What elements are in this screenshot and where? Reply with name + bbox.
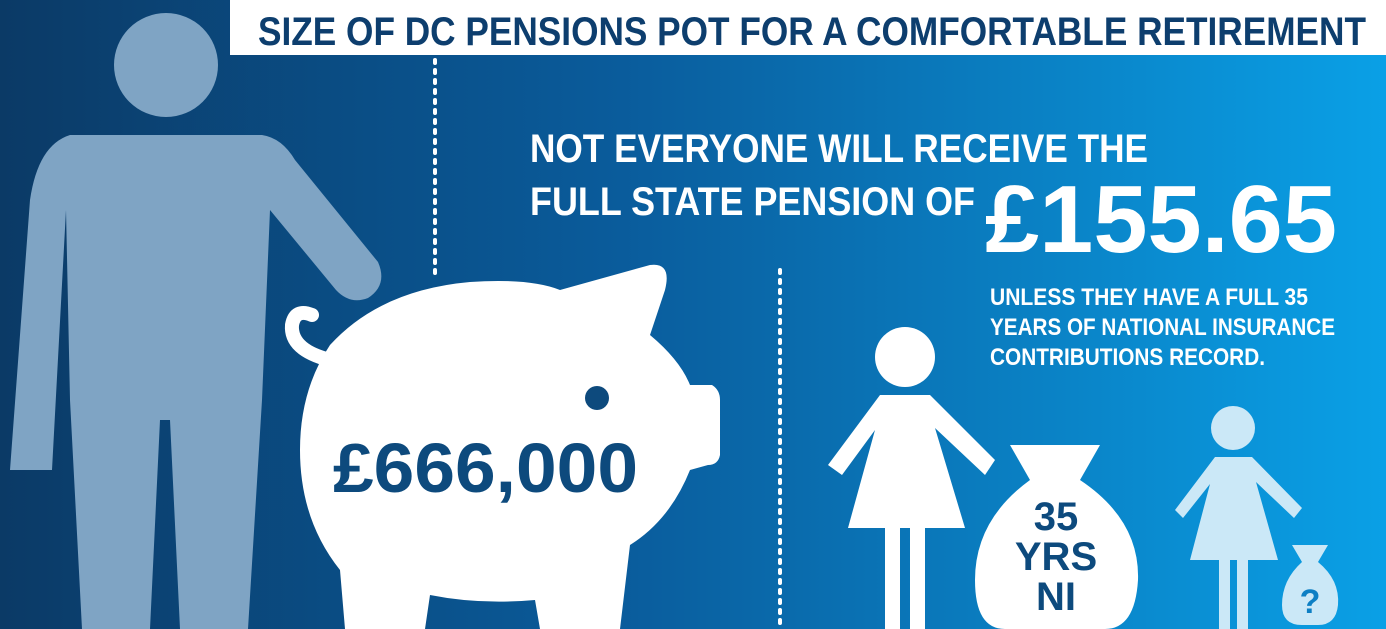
small-bag-label: ?: [1300, 583, 1321, 621]
bag-label: 35: [1034, 495, 1079, 539]
headline: NOT EVERYONE WILL RECEIVE THE: [530, 127, 1148, 171]
bag-label: YRS: [1015, 535, 1097, 579]
money-bag: [975, 445, 1139, 629]
note: UNLESS THEY HAVE A FULL 35: [990, 284, 1308, 311]
man-figure: [10, 13, 382, 629]
title-bar: [230, 0, 1386, 55]
note: YEARS OF NATIONAL INSURANCE: [990, 314, 1335, 341]
title: SIZE OF DC PENSIONS POT FOR A COMFORTABL…: [258, 10, 1366, 54]
note: CONTRIBUTIONS RECORD.: [990, 344, 1265, 371]
pension-amount: £155.65: [985, 166, 1337, 273]
woman-figure: [828, 327, 995, 629]
bag-label: NI: [1036, 575, 1076, 619]
small-woman-figure: [1175, 406, 1339, 629]
piggy-eye: [585, 386, 609, 410]
piggy-bank: [284, 264, 720, 629]
pot-amount: £666,000: [333, 429, 638, 507]
headline: FULL STATE PENSION OF: [530, 180, 975, 224]
